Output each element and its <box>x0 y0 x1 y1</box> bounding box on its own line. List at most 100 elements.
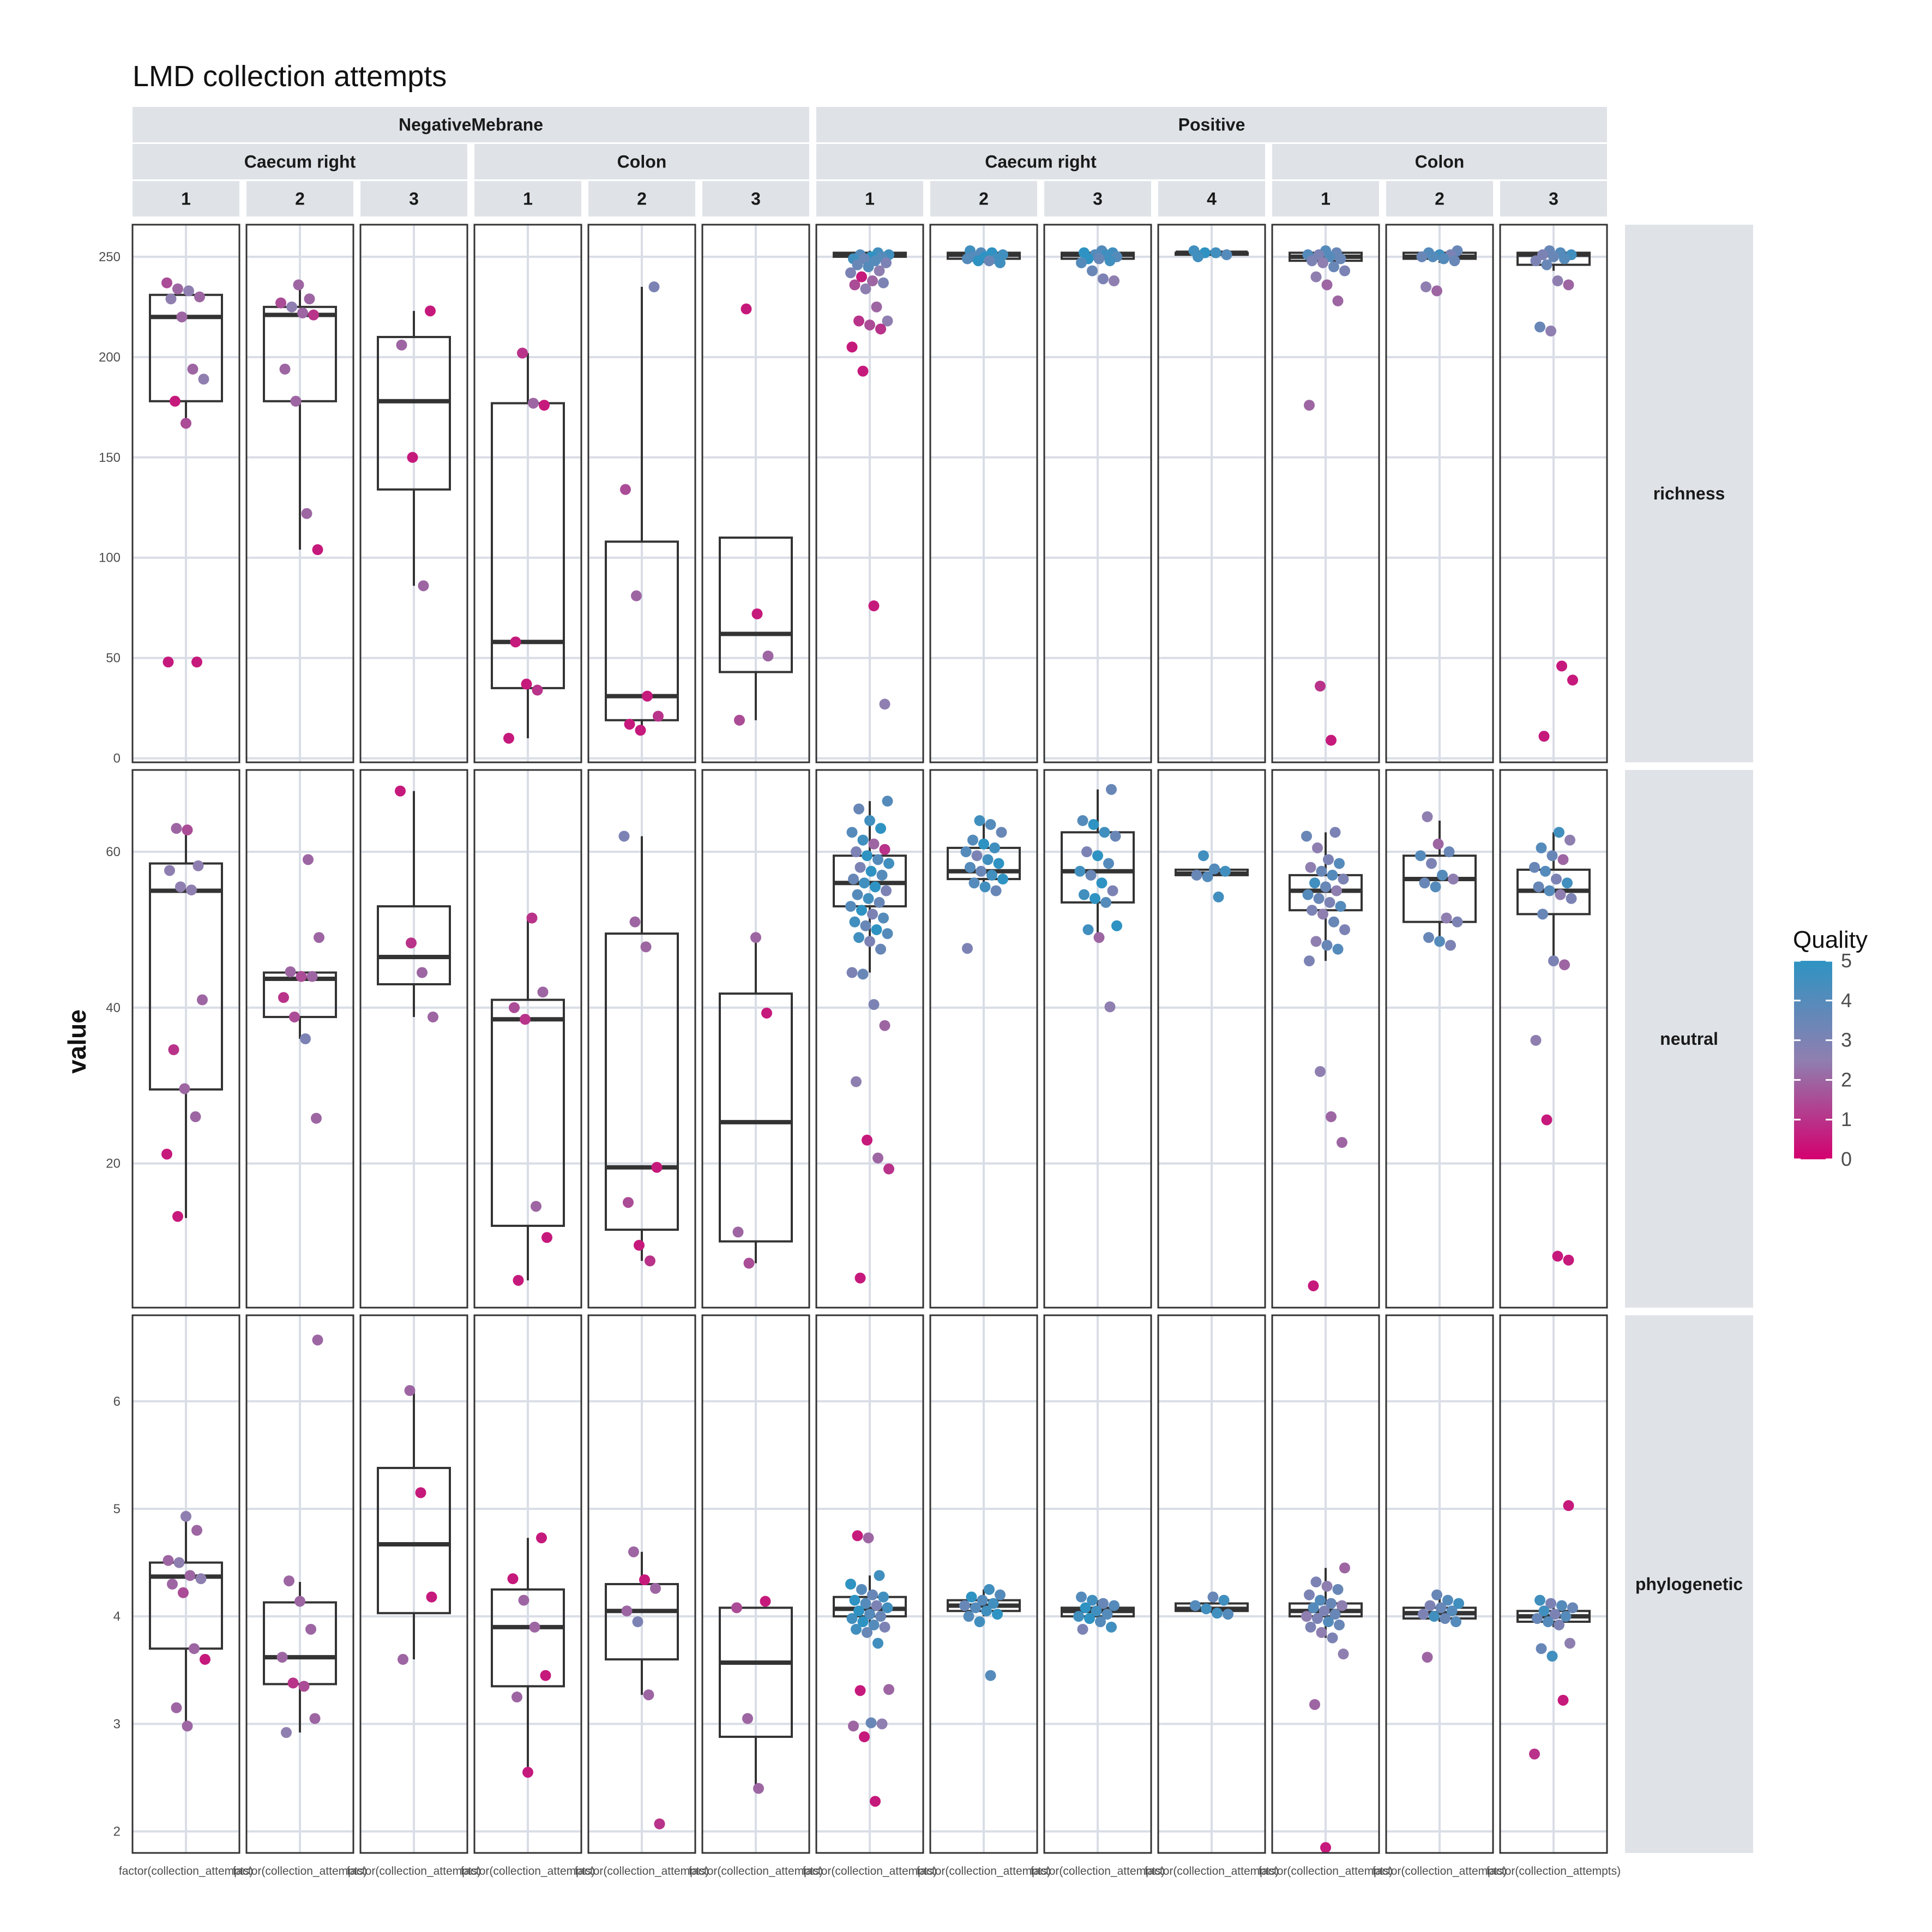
data-point <box>634 1239 645 1251</box>
data-point <box>1335 901 1346 912</box>
data-point <box>996 827 1007 838</box>
legend-tick-label: 0 <box>1841 1148 1852 1170</box>
attempt-strip-bg <box>474 181 581 216</box>
data-point <box>1315 1066 1326 1078</box>
group-strip-bg <box>133 107 809 142</box>
data-point <box>629 916 641 928</box>
attempt-strip-label: 2 <box>295 189 305 209</box>
data-point <box>863 1532 874 1544</box>
box-iqr <box>491 1588 565 1688</box>
data-point <box>528 398 539 409</box>
data-point <box>1537 908 1548 920</box>
data-point <box>1109 1600 1120 1611</box>
facet-panel <box>815 769 924 1309</box>
facet-panel <box>1385 224 1494 763</box>
data-point <box>995 257 1006 268</box>
data-point <box>868 838 880 850</box>
data-point <box>197 994 208 1006</box>
data-point <box>1449 255 1460 267</box>
data-point <box>1304 955 1315 967</box>
panel-border <box>701 224 810 763</box>
data-point <box>176 311 188 323</box>
data-point <box>1302 889 1314 900</box>
data-point <box>864 815 875 826</box>
data-point <box>879 1020 890 1031</box>
data-point <box>1191 869 1202 881</box>
box-iqr <box>377 1467 451 1615</box>
box-iqr <box>605 540 679 721</box>
data-point <box>175 881 186 893</box>
data-point <box>974 1616 985 1628</box>
data-point <box>1321 940 1333 951</box>
data-point <box>1431 285 1442 297</box>
data-point <box>1563 279 1574 291</box>
panel-border <box>929 1314 1038 1854</box>
data-point <box>984 255 995 267</box>
data-point <box>1109 275 1120 287</box>
data-point <box>854 1685 866 1696</box>
data-point <box>1416 251 1428 262</box>
facet-panel <box>1043 1314 1152 1854</box>
data-point <box>1564 1638 1575 1649</box>
x-tick-label: factor(collection_attempts) <box>1259 1865 1393 1877</box>
panel-border <box>1499 769 1608 1309</box>
attempt-strip-label: 3 <box>1549 189 1558 209</box>
panel-border <box>587 769 696 1309</box>
attempt-strip-bg <box>1044 181 1151 216</box>
data-point <box>635 725 646 736</box>
data-point <box>1445 940 1456 951</box>
data-point <box>1084 1613 1095 1624</box>
data-point <box>1093 253 1105 264</box>
data-point <box>760 1596 771 1607</box>
metric-strip-label: phylogenetic <box>1635 1574 1743 1594</box>
data-point <box>1305 1621 1316 1633</box>
box-iqr <box>719 1606 793 1738</box>
data-point <box>1309 1699 1320 1710</box>
data-point <box>871 301 882 312</box>
data-point <box>1107 885 1118 896</box>
data-point <box>1323 854 1334 865</box>
data-point <box>1082 924 1094 935</box>
data-point <box>1450 1616 1461 1628</box>
data-point <box>846 827 858 838</box>
data-point <box>1095 1616 1106 1628</box>
data-point <box>1327 869 1338 881</box>
group-strip-label: NegativeMebrane <box>399 115 543 135</box>
data-point <box>1212 1608 1223 1619</box>
facet-panel <box>1385 769 1494 1309</box>
data-point <box>279 363 291 375</box>
data-point <box>848 874 859 885</box>
data-point <box>966 1591 977 1603</box>
data-point <box>750 932 761 943</box>
data-point <box>415 1487 426 1498</box>
facet-panel <box>1157 1314 1266 1854</box>
facet-panel <box>1043 769 1152 1309</box>
data-point <box>1557 854 1569 865</box>
data-point <box>1103 858 1114 869</box>
metric-strip-label: richness <box>1653 484 1725 503</box>
data-point <box>165 293 177 305</box>
panel-border <box>131 1314 240 1854</box>
data-point <box>180 1510 191 1522</box>
data-point <box>1193 251 1203 262</box>
data-point <box>864 936 875 947</box>
data-point <box>304 293 315 305</box>
facet-strips: NegativeMebrane Positive Caecum right Colon… <box>133 107 1753 1853</box>
data-point <box>1438 253 1449 264</box>
metric-strip-label: neutral <box>1660 1029 1718 1049</box>
data-point <box>1111 920 1122 931</box>
data-point <box>1077 1623 1088 1635</box>
data-point <box>1100 896 1111 908</box>
data-point <box>971 850 983 862</box>
data-point <box>879 1621 890 1633</box>
panel-border <box>1385 224 1494 763</box>
facet-panel <box>1499 224 1608 763</box>
data-point <box>965 862 976 873</box>
facet-panel <box>1271 769 1380 1309</box>
attempt-strip-bg <box>1272 181 1379 216</box>
data-point <box>1418 1609 1429 1620</box>
data-point <box>992 1609 1003 1620</box>
data-point <box>1081 846 1092 858</box>
data-point <box>198 374 209 385</box>
data-point <box>960 846 972 858</box>
